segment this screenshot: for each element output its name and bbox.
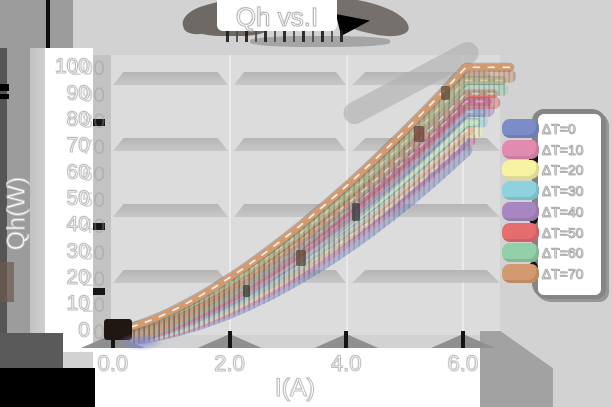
y-tick-label: 80 bbox=[66, 107, 90, 131]
legend-label: ΔT=0 bbox=[542, 121, 577, 138]
x-tick-mark bbox=[460, 331, 465, 348]
smudge-artifact bbox=[414, 126, 424, 142]
gridline-band-segment bbox=[234, 204, 346, 217]
y-tick-label: 60 bbox=[66, 160, 90, 184]
legend-label: ΔT=20 bbox=[542, 162, 584, 179]
legend-swatch bbox=[502, 243, 539, 263]
y-axis-strip bbox=[93, 55, 111, 348]
legend-swatch bbox=[502, 119, 539, 138]
y-tick-label: 0 bbox=[78, 318, 91, 342]
y-tick-label: 100 bbox=[54, 55, 90, 79]
y-axis-title: Qh(W) bbox=[2, 176, 31, 251]
y-tick-mark bbox=[93, 223, 105, 230]
legend-swatch bbox=[502, 139, 539, 159]
legend-label: ΔT=50 bbox=[542, 224, 584, 241]
x-tick-label: 0.0 bbox=[97, 351, 129, 377]
gridline-band-segment bbox=[352, 270, 500, 283]
vertical-gridline bbox=[229, 55, 231, 335]
plot-area bbox=[95, 55, 500, 335]
y-axis-label-panel bbox=[45, 48, 93, 352]
corner-shadow-block bbox=[0, 333, 63, 369]
y-tick-label: 90 bbox=[66, 81, 90, 105]
y-tick-mark bbox=[93, 119, 105, 126]
stray-line-artifact bbox=[46, 0, 50, 48]
legend-swatch bbox=[502, 181, 539, 201]
corner-shadow-block bbox=[0, 0, 73, 48]
smudge-artifact bbox=[296, 250, 306, 266]
title-box bbox=[217, 0, 337, 31]
smudge-artifact bbox=[352, 203, 360, 221]
legend-panel bbox=[538, 114, 601, 295]
stray-mark-artifact bbox=[0, 262, 14, 302]
x-axis-label-panel bbox=[93, 348, 493, 407]
legend-label: ΔT=60 bbox=[542, 245, 584, 262]
stray-mark-artifact bbox=[0, 84, 9, 91]
y-tick-label: 30 bbox=[66, 239, 90, 263]
gridline-band-segment bbox=[113, 204, 228, 217]
smudge-artifact bbox=[243, 285, 250, 297]
y-tick-mark bbox=[93, 288, 105, 295]
gridline-band-segment bbox=[113, 72, 228, 85]
chart-title: Qh vs.I bbox=[235, 2, 319, 33]
y-tick-label: 40 bbox=[66, 213, 90, 237]
x-tick-mark bbox=[344, 331, 349, 348]
x-tick-label: 2.0 bbox=[214, 351, 246, 377]
y-tick-label: 70 bbox=[66, 134, 90, 158]
gridline-band-segment bbox=[352, 204, 500, 217]
y-tick-label: 50 bbox=[66, 186, 90, 210]
legend-label: ΔT=30 bbox=[542, 183, 584, 200]
legend-label: ΔT=70 bbox=[542, 265, 584, 282]
legend-label: ΔT=10 bbox=[542, 141, 584, 158]
x-tick-label: 4.0 bbox=[331, 351, 363, 377]
y-tick-label: 20 bbox=[66, 265, 90, 289]
gridline-band-segment bbox=[352, 138, 500, 151]
y-tick-label: 10 bbox=[66, 292, 90, 316]
x-axis-title: I(A) bbox=[274, 374, 316, 403]
gridline-band-segment bbox=[113, 270, 228, 283]
origin-glow-artifact bbox=[118, 333, 164, 351]
smudge-artifact bbox=[441, 86, 450, 100]
stray-mark-artifact bbox=[0, 94, 9, 99]
legend-swatch bbox=[502, 201, 539, 221]
gridline-band-segment bbox=[113, 138, 228, 151]
legend-label: ΔT=40 bbox=[542, 203, 584, 220]
corner-black-block bbox=[0, 368, 95, 407]
vertical-gridline bbox=[462, 55, 464, 335]
legend-swatch bbox=[502, 222, 539, 242]
gridline-band-segment bbox=[234, 138, 346, 151]
title-smear-artifact bbox=[226, 30, 344, 42]
x-tick-mark bbox=[227, 331, 232, 348]
legend-swatch bbox=[502, 160, 539, 180]
x-tick-label: 6.0 bbox=[447, 351, 479, 377]
gridline-band-segment bbox=[234, 270, 346, 283]
vertical-gridline bbox=[346, 55, 348, 335]
legend-swatch bbox=[502, 263, 539, 283]
gridline-band-segment bbox=[234, 72, 346, 85]
